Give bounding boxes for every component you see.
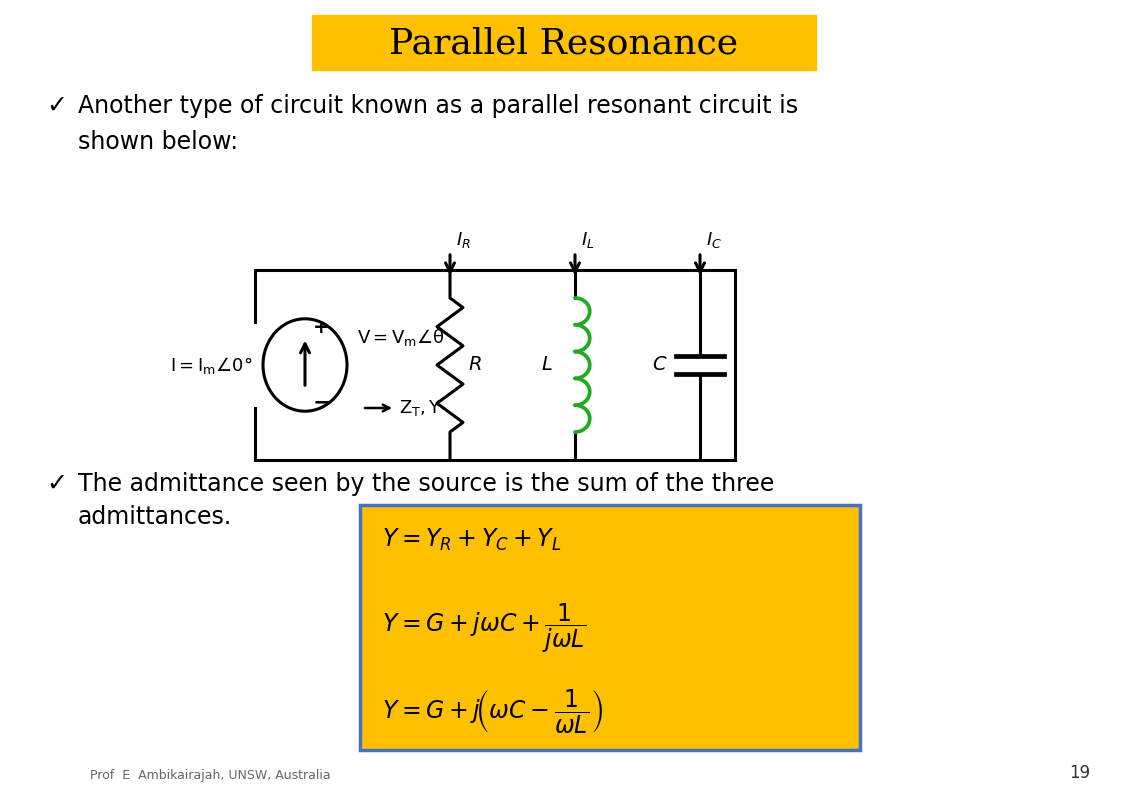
FancyBboxPatch shape bbox=[312, 15, 816, 70]
Text: $Y = G + j\omega C + \dfrac{1}{j\omega L}$: $Y = G + j\omega C + \dfrac{1}{j\omega L… bbox=[382, 602, 587, 655]
Text: Parallel Resonance: Parallel Resonance bbox=[389, 26, 739, 60]
Text: $C$: $C$ bbox=[652, 355, 668, 374]
Text: Prof  E  Ambikairajah, UNSW, Australia: Prof E Ambikairajah, UNSW, Australia bbox=[90, 769, 331, 782]
Text: $I_C$: $I_C$ bbox=[706, 230, 722, 250]
Text: $\mathrm{Z_T, Y}$: $\mathrm{Z_T, Y}$ bbox=[399, 398, 442, 418]
Text: 19: 19 bbox=[1069, 764, 1090, 782]
Text: The admittance seen by the source is the sum of the three: The admittance seen by the source is the… bbox=[78, 472, 775, 496]
Text: $I_R$: $I_R$ bbox=[456, 230, 470, 250]
Text: −: − bbox=[312, 393, 332, 413]
Text: +: + bbox=[312, 318, 329, 337]
Text: ✓: ✓ bbox=[46, 472, 67, 496]
Text: $I_L$: $I_L$ bbox=[581, 230, 594, 250]
FancyBboxPatch shape bbox=[360, 505, 860, 750]
Text: $R$: $R$ bbox=[468, 355, 482, 374]
Text: $\mathrm{I{=}I_m\angle0°}$: $\mathrm{I{=}I_m\angle0°}$ bbox=[170, 354, 253, 375]
Text: admittances.: admittances. bbox=[78, 505, 232, 529]
Text: $L$: $L$ bbox=[541, 355, 553, 374]
Text: Another type of circuit known as a parallel resonant circuit is
shown below:: Another type of circuit known as a paral… bbox=[78, 94, 799, 154]
Text: $\mathrm{V{=}V_m\angle\theta}$: $\mathrm{V{=}V_m\angle\theta}$ bbox=[356, 326, 444, 347]
Text: $Y = G + j\!\left(\omega C - \dfrac{1}{\omega L}\right)$: $Y = G + j\!\left(\omega C - \dfrac{1}{\… bbox=[382, 687, 603, 735]
Text: ✓: ✓ bbox=[46, 94, 67, 118]
Text: $Y = Y_R + Y_C + Y_L$: $Y = Y_R + Y_C + Y_L$ bbox=[382, 527, 562, 554]
